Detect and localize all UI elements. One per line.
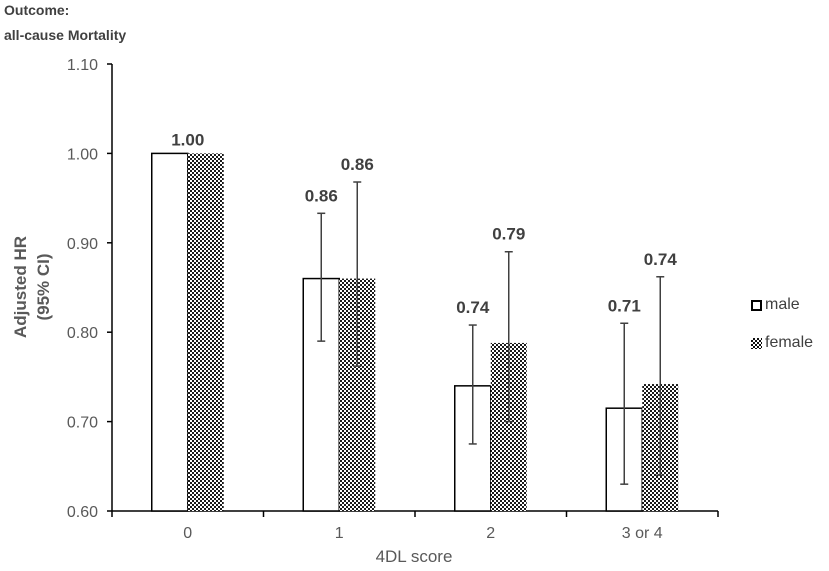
y-tick-label: 1.00 [67,146,98,163]
x-tick-label: 0 [183,525,192,542]
legend-item-female: female [751,332,813,354]
data-label-male: 1.00 [171,130,204,149]
data-label-male: 0.74 [456,298,490,317]
y-tick-label: 0.70 [67,415,98,432]
legend: male female [751,294,813,354]
data-label-female: 0.74 [644,250,678,269]
legend-item-male: male [751,294,813,316]
y-tick-label: 0.80 [67,325,98,342]
y-axis-title-ci: (95% CI) [34,253,53,320]
data-label-male: 0.86 [305,186,338,205]
x-tick-label: 1 [335,525,344,542]
legend-swatch-male [751,299,762,311]
x-tick-label: 2 [486,525,495,542]
bar-female [187,153,224,511]
y-tick-label: 1.10 [67,57,98,74]
y-axis-title: Adjusted HR [11,236,30,338]
data-label-male: 0.71 [608,296,641,315]
outcome-title-line1: Outcome: [4,2,70,18]
data-label-female: 0.79 [492,225,525,244]
legend-label-female: female [765,334,814,351]
y-tick-label: 0.90 [67,236,98,253]
legend-label-male: male [765,296,800,313]
outcome-title-line2: all-cause Mortality [4,27,127,43]
x-tick-label: 3 or 4 [622,525,663,542]
y-tick-label: 0.60 [67,504,98,521]
x-axis-title: 4DL score [376,547,453,566]
data-label-female: 0.86 [341,155,374,174]
bar-male [151,152,189,512]
legend-swatch-female [751,337,762,349]
